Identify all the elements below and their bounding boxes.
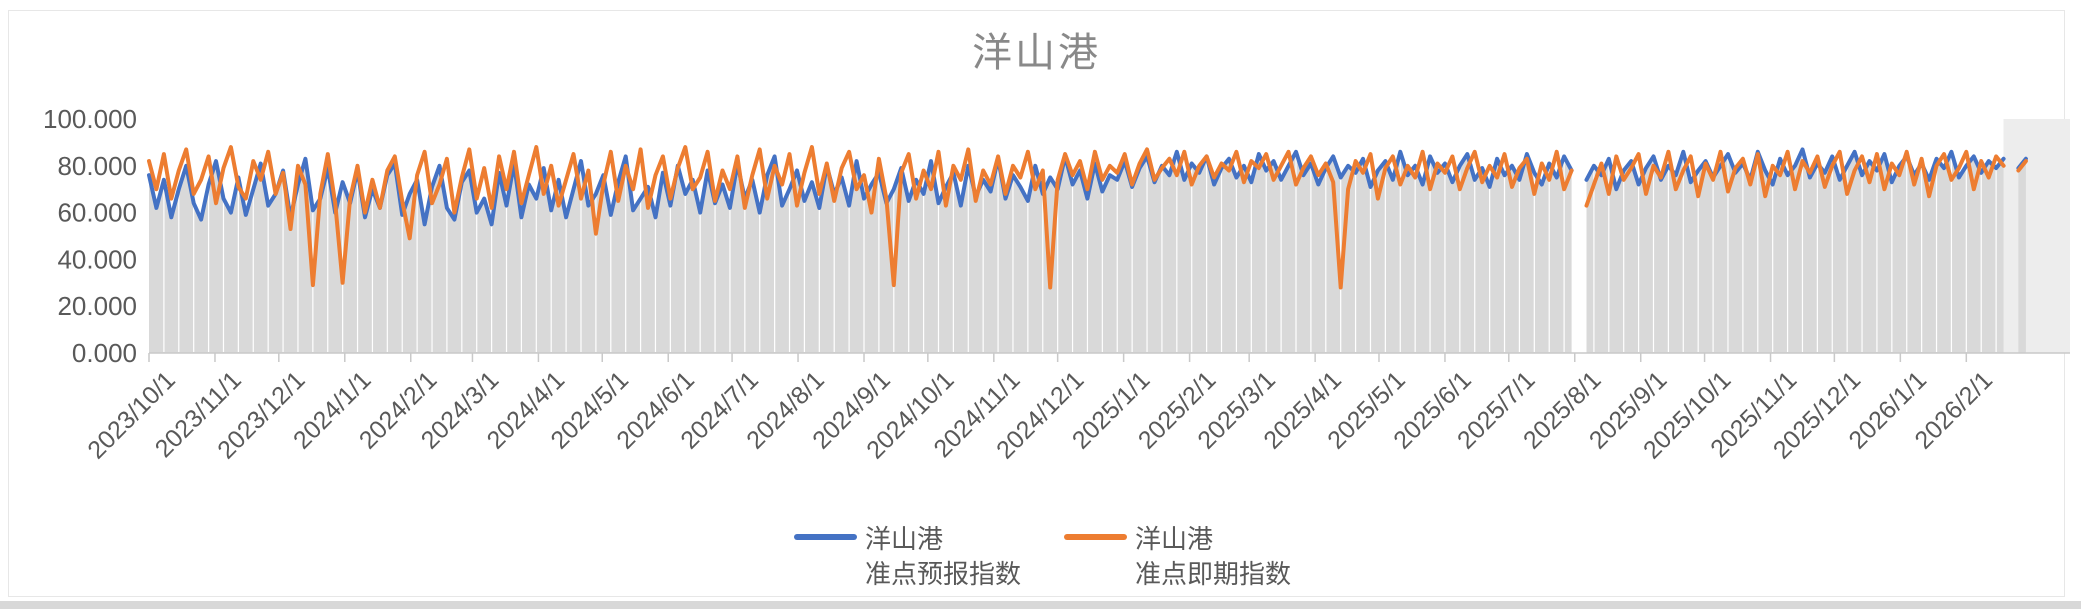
y-axis-label: 80.000 [57,151,137,181]
plot-future-strip [2003,119,2070,353]
y-axis-label: 100.000 [43,104,137,134]
legend-item-forecast-index[interactable]: 洋山港 准点预报指数 [794,522,1021,592]
y-axis-label: 0.000 [72,338,137,368]
window-bottom-strip [0,601,2081,609]
legend-swatch-forecast-line [794,534,857,540]
series-line-spot [147,145,1574,290]
series-line-spot [1584,149,2006,208]
legend-swatch-spot-line [1064,534,1127,540]
legend-label-forecast: 洋山港 准点预报指数 [865,524,1022,589]
series-line-spot [2016,159,2028,173]
y-axis-label: 40.000 [57,244,137,274]
area-fill [1586,149,2004,353]
legend-label-spot: 洋山港 准点即期指数 [1135,524,1292,589]
y-axis-label: 20.000 [57,291,137,321]
chart-title: 洋山港 [972,31,1101,75]
legend: 洋山港 准点预报指数 洋山港 准点即期指数 [0,522,2081,602]
legend-item-spot-index[interactable]: 洋山港 准点即期指数 [1064,522,1291,592]
area-fill [2018,158,2026,353]
y-axis-label: 60.000 [57,198,137,228]
series-line-forecast [1584,147,2006,192]
